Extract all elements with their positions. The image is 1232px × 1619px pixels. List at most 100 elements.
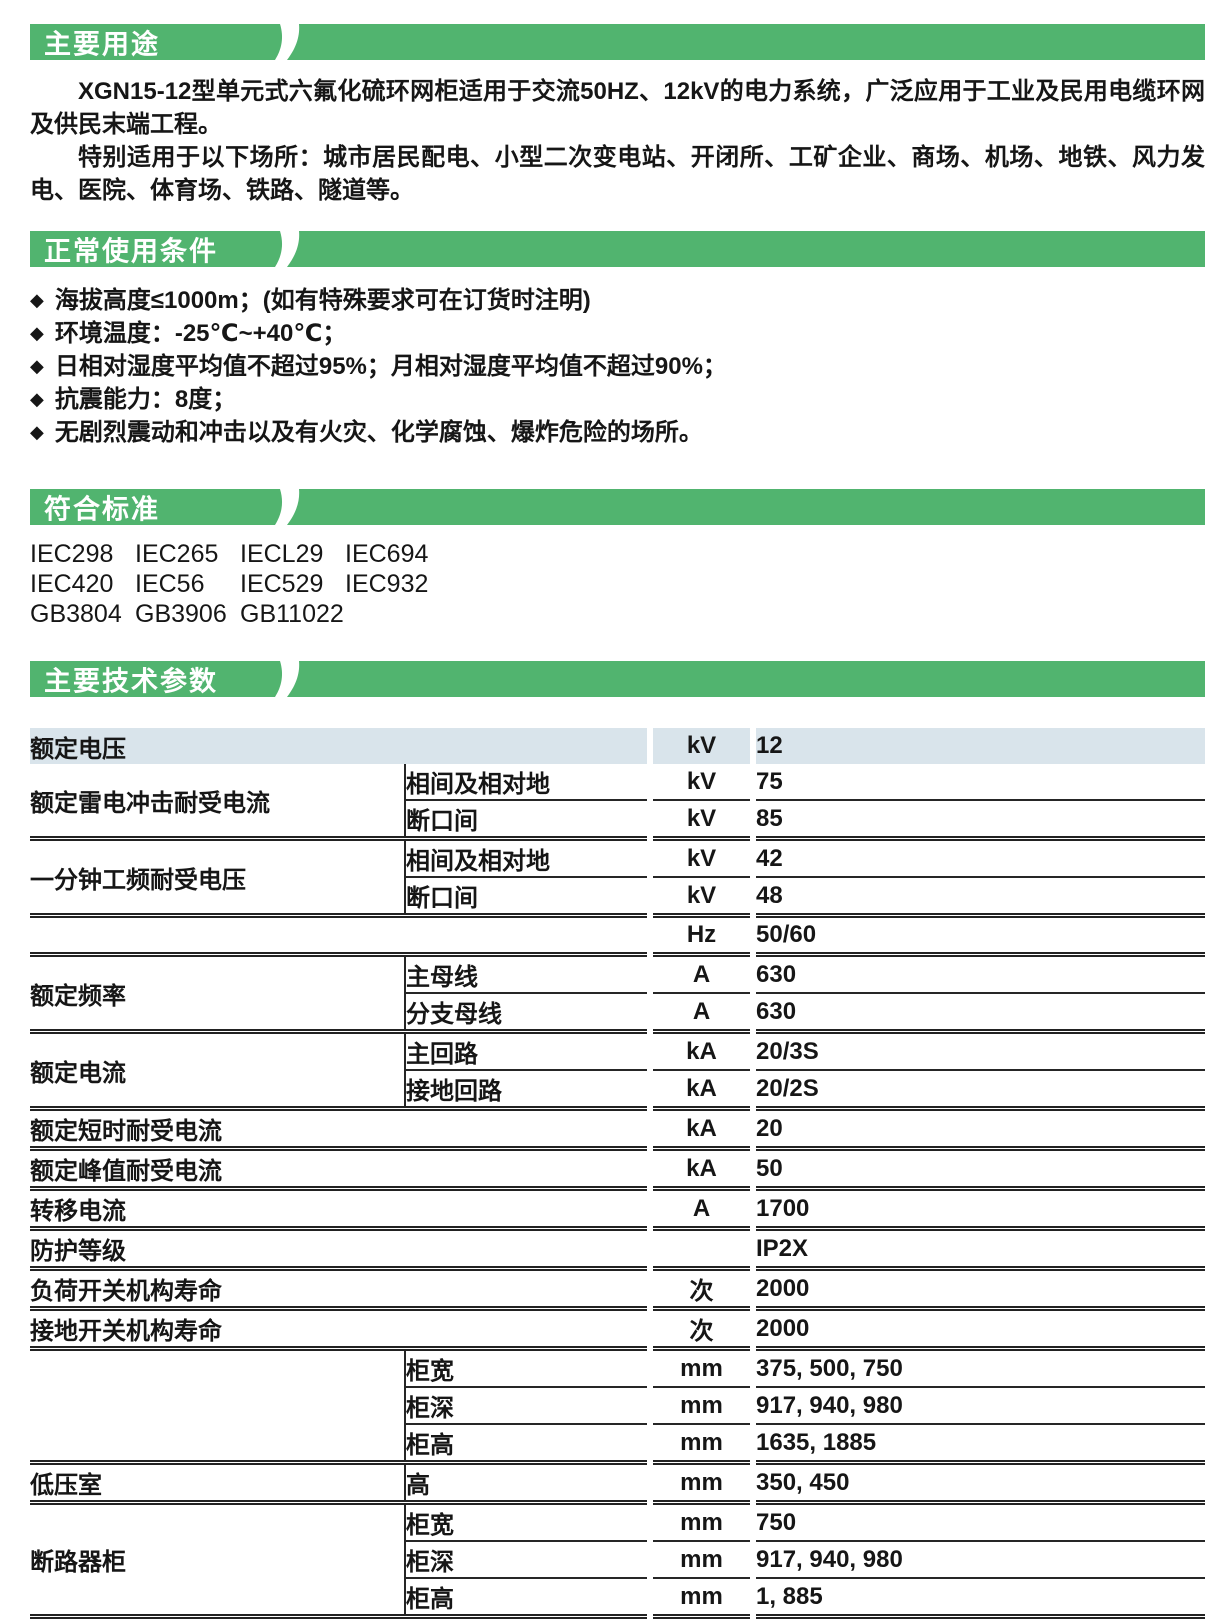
column-gap — [647, 1348, 653, 1387]
param-value: 1700 — [756, 1188, 1205, 1231]
table-row: Hz 50/60 — [30, 915, 1205, 957]
column-gap — [647, 1462, 653, 1503]
standard-code: IEC265 — [135, 540, 219, 568]
column-gap — [647, 1578, 653, 1617]
param-value: 917, 940, 980 — [756, 1387, 1205, 1425]
param-value: 20 — [756, 1108, 1205, 1151]
condition-item: ◆ 抗震能力：8度； — [30, 383, 1205, 416]
param-unit: kA — [653, 1031, 750, 1071]
params-table-body: 额定电压 kV 12 额定雷电冲击耐受电流 相间及相对地 kV 75 断口间 kV 85 一分钟工频… — [30, 728, 1205, 1619]
param-unit — [653, 1228, 750, 1271]
standards-line: GB3804 GB3906 GB11022 — [30, 599, 1205, 629]
param-value: 917, 940, 980 — [756, 1541, 1205, 1579]
table-row: 防护等级 IP2X — [30, 1228, 1205, 1271]
param-value: 630 — [756, 954, 1205, 994]
standard-code: IEC56 — [135, 570, 205, 598]
param-group-label: 断路器柜 — [30, 1502, 405, 1619]
param-group-label: 转移电流 — [30, 1188, 647, 1231]
standard-code: IEC420 — [30, 570, 114, 598]
standard-code: GB11022 — [240, 600, 344, 628]
diamond-bullet-icon: ◆ — [30, 422, 44, 442]
param-group-label — [30, 1348, 405, 1465]
column-gap — [750, 1108, 756, 1149]
comma-swoosh-icon — [275, 231, 300, 267]
param-unit: A — [653, 993, 750, 1034]
param-group-label: 额定短时耐受电流 — [30, 1108, 647, 1151]
column-gap — [750, 1578, 756, 1617]
column-gap — [750, 728, 756, 764]
column-gap — [647, 728, 653, 764]
section-header-standards: 符合标准 — [30, 489, 1205, 525]
condition-item: ◆ 无剧烈震动和冲击以及有火灾、化学腐蚀、爆炸危险的场所。 — [30, 416, 1205, 449]
comma-swoosh-icon — [275, 489, 300, 525]
param-sub-label: 接地回路 — [404, 1070, 647, 1111]
column-gap — [647, 1541, 653, 1578]
param-value: 375, 500, 750 — [756, 1348, 1205, 1388]
conditions-list: ◆ 海拔高度≤1000m；(如有特殊要求可在订货时注明) ◆ 环境温度：-25℃~+4… — [30, 284, 1205, 449]
standard-code: GB3906 — [135, 600, 227, 628]
param-unit: mm — [653, 1424, 750, 1465]
column-gap — [647, 1108, 653, 1149]
table-row: 额定峰值耐受电流 kA 50 — [30, 1148, 1205, 1191]
param-unit: kV — [653, 764, 750, 801]
param-unit: Hz — [653, 915, 750, 957]
param-unit: mm — [653, 1541, 750, 1579]
param-group-label: 额定电压 — [30, 728, 647, 764]
param-group-label: 低压室 — [30, 1462, 405, 1505]
param-value: 2000 — [756, 1308, 1205, 1351]
column-gap — [750, 1188, 756, 1229]
param-value: 50 — [756, 1148, 1205, 1191]
column-gap — [750, 1462, 756, 1503]
table-row: 额定电压 kV 12 — [30, 728, 1205, 764]
param-sub-label: 相间及相对地 — [404, 838, 647, 878]
param-group-label: 接地开关机构寿命 — [30, 1308, 647, 1351]
param-unit: kA — [653, 1148, 750, 1191]
standard-code: GB3804 — [30, 600, 122, 628]
param-group-label: 额定峰值耐受电流 — [30, 1148, 647, 1191]
param-sub-label: 柜深 — [404, 1387, 647, 1425]
column-gap — [750, 915, 756, 955]
table-row: 柜高 mm 1635, 1885 — [30, 1424, 1205, 1465]
param-value: 12 — [756, 728, 1205, 764]
column-gap — [750, 1308, 756, 1349]
section-header-parameters: 主要技术参数 — [30, 661, 1205, 697]
param-sub-label: 主回路 — [404, 1031, 647, 1071]
param-unit: kA — [653, 1070, 750, 1111]
section-header-usage: 主要用途 — [30, 24, 1205, 60]
standard-code: IEC694 — [345, 540, 429, 568]
standard-code: IEC529 — [240, 570, 324, 598]
param-sub-label: 断口间 — [404, 800, 647, 841]
param-group-label — [30, 915, 647, 957]
condition-text: 抗震能力：8度； — [54, 386, 237, 413]
param-value: 20/3S — [756, 1031, 1205, 1071]
column-gap — [750, 1541, 756, 1578]
condition-text: 环境温度：-25℃~+40℃； — [54, 320, 347, 347]
standard-code: IECL29 — [240, 540, 324, 568]
column-gap — [647, 1424, 653, 1463]
param-value: 48 — [756, 877, 1205, 918]
param-sub-label: 主母线 — [404, 954, 647, 994]
param-sub-label: 分支母线 — [404, 993, 647, 1034]
table-row: 柜深 mm 917, 940, 980 — [30, 1541, 1205, 1579]
condition-text: 无剧烈震动和冲击以及有火灾、化学腐蚀、爆炸危险的场所。 — [54, 419, 703, 446]
condition-text: 海拔高度≤1000m；(如有特殊要求可在订货时注明) — [54, 287, 591, 314]
column-gap — [750, 1502, 756, 1541]
column-gap — [750, 1031, 756, 1070]
column-gap — [750, 1148, 756, 1189]
param-value: 75 — [756, 764, 1205, 801]
column-gap — [750, 1268, 756, 1309]
table-row: 负荷开关机构寿命次 2000 — [30, 1268, 1205, 1311]
param-group-label: 额定电流 — [30, 1031, 405, 1111]
table-row: 额定短时耐受电流 kA 20 — [30, 1108, 1205, 1151]
standards-line: IEC420 IEC56 IEC529 IEC932 — [30, 569, 1205, 599]
param-unit: mm — [653, 1578, 750, 1619]
column-gap — [750, 800, 756, 839]
diamond-bullet-icon: ◆ — [30, 323, 44, 343]
table-row: 一分钟工频耐受电压 相间及相对地 kV 42 — [30, 838, 1205, 918]
condition-text: 日相对湿度平均值不超过95%；月相对湿度平均值不超过90%； — [54, 353, 727, 380]
column-gap — [647, 1228, 653, 1269]
section-title-standards: 符合标准 — [44, 494, 160, 525]
params-table: 额定电压 kV 12 额定雷电冲击耐受电流 相间及相对地 kV 75 断口间 kV 85 一分钟工频… — [30, 728, 1205, 1619]
column-gap — [647, 1308, 653, 1349]
table-row: 柜宽 mm 375, 500, 750 — [30, 1348, 1205, 1465]
